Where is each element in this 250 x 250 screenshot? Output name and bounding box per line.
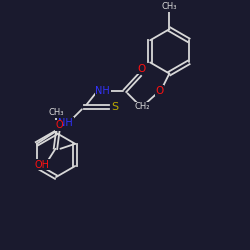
Text: S: S — [112, 102, 119, 112]
Text: O: O — [156, 86, 164, 96]
Text: O: O — [137, 64, 145, 74]
Text: NH: NH — [58, 118, 73, 128]
Text: CH₃: CH₃ — [162, 2, 177, 12]
Text: CH₂: CH₂ — [134, 102, 150, 111]
Text: OH: OH — [34, 160, 50, 170]
Text: O: O — [55, 120, 63, 130]
Text: CH₃: CH₃ — [48, 108, 64, 118]
Text: NH: NH — [96, 86, 110, 96]
